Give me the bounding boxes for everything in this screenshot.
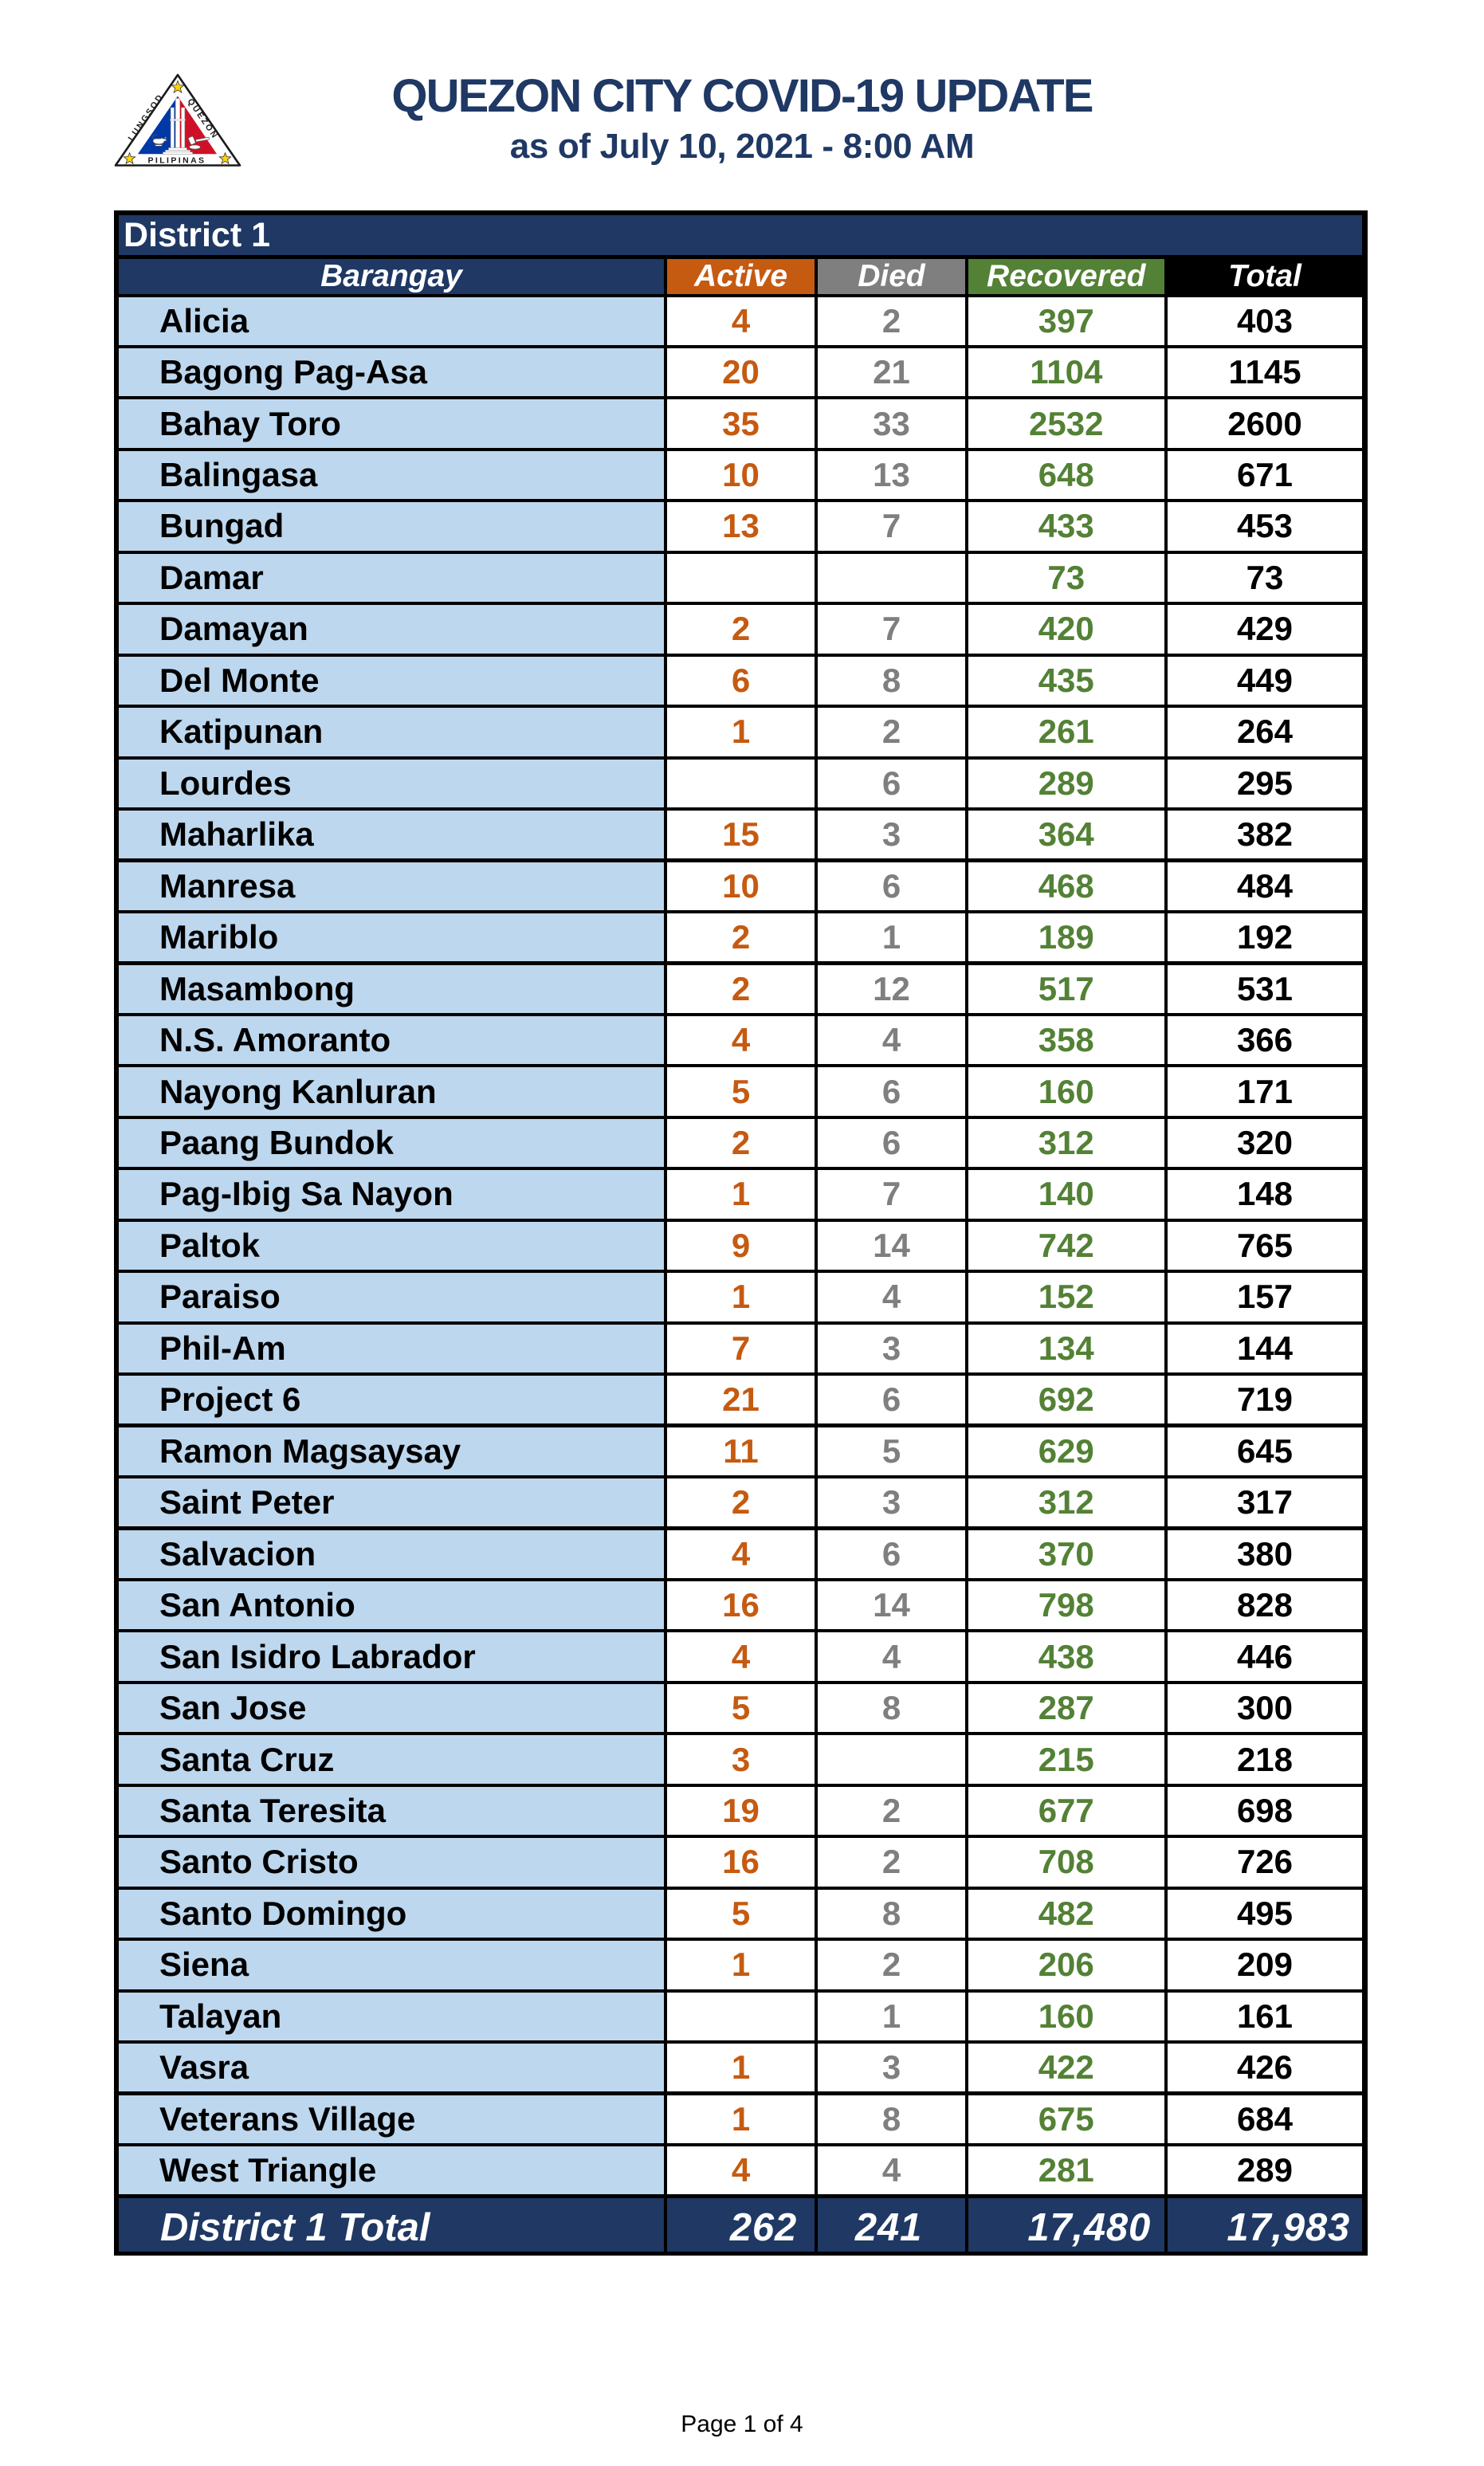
svg-text:PILIPINAS: PILIPINAS bbox=[148, 156, 206, 166]
